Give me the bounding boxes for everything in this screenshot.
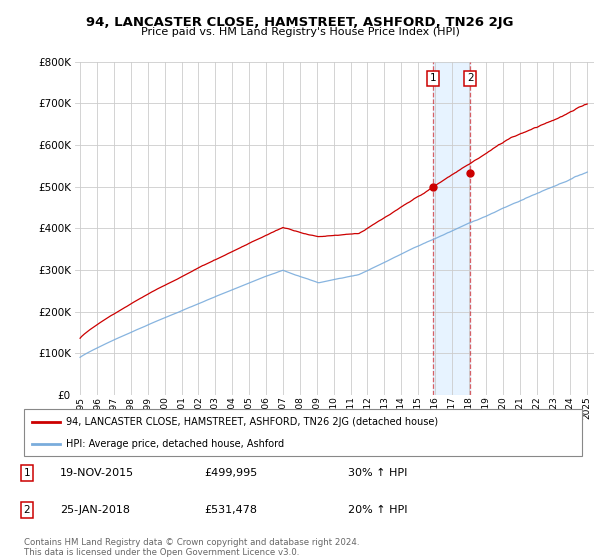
Text: 94, LANCASTER CLOSE, HAMSTREET, ASHFORD, TN26 2JG (detached house): 94, LANCASTER CLOSE, HAMSTREET, ASHFORD,…: [66, 417, 438, 427]
Text: £531,478: £531,478: [204, 505, 257, 515]
Bar: [433, 62, 470, 395]
Text: Price paid vs. HM Land Registry's House Price Index (HPI): Price paid vs. HM Land Registry's House …: [140, 27, 460, 37]
Text: 1: 1: [430, 73, 436, 83]
Text: HPI: Average price, detached house, Ashford: HPI: Average price, detached house, Ashf…: [66, 438, 284, 449]
Text: 20% ↑ HPI: 20% ↑ HPI: [348, 505, 407, 515]
Text: 2: 2: [23, 505, 31, 515]
FancyBboxPatch shape: [24, 409, 582, 456]
Text: 2: 2: [467, 73, 473, 83]
Text: 19-NOV-2015: 19-NOV-2015: [60, 468, 134, 478]
Text: 25-JAN-2018: 25-JAN-2018: [60, 505, 130, 515]
Text: 30% ↑ HPI: 30% ↑ HPI: [348, 468, 407, 478]
Text: £499,995: £499,995: [204, 468, 257, 478]
Text: Contains HM Land Registry data © Crown copyright and database right 2024.
This d: Contains HM Land Registry data © Crown c…: [24, 538, 359, 557]
Text: 1: 1: [23, 468, 31, 478]
Text: 94, LANCASTER CLOSE, HAMSTREET, ASHFORD, TN26 2JG: 94, LANCASTER CLOSE, HAMSTREET, ASHFORD,…: [86, 16, 514, 29]
